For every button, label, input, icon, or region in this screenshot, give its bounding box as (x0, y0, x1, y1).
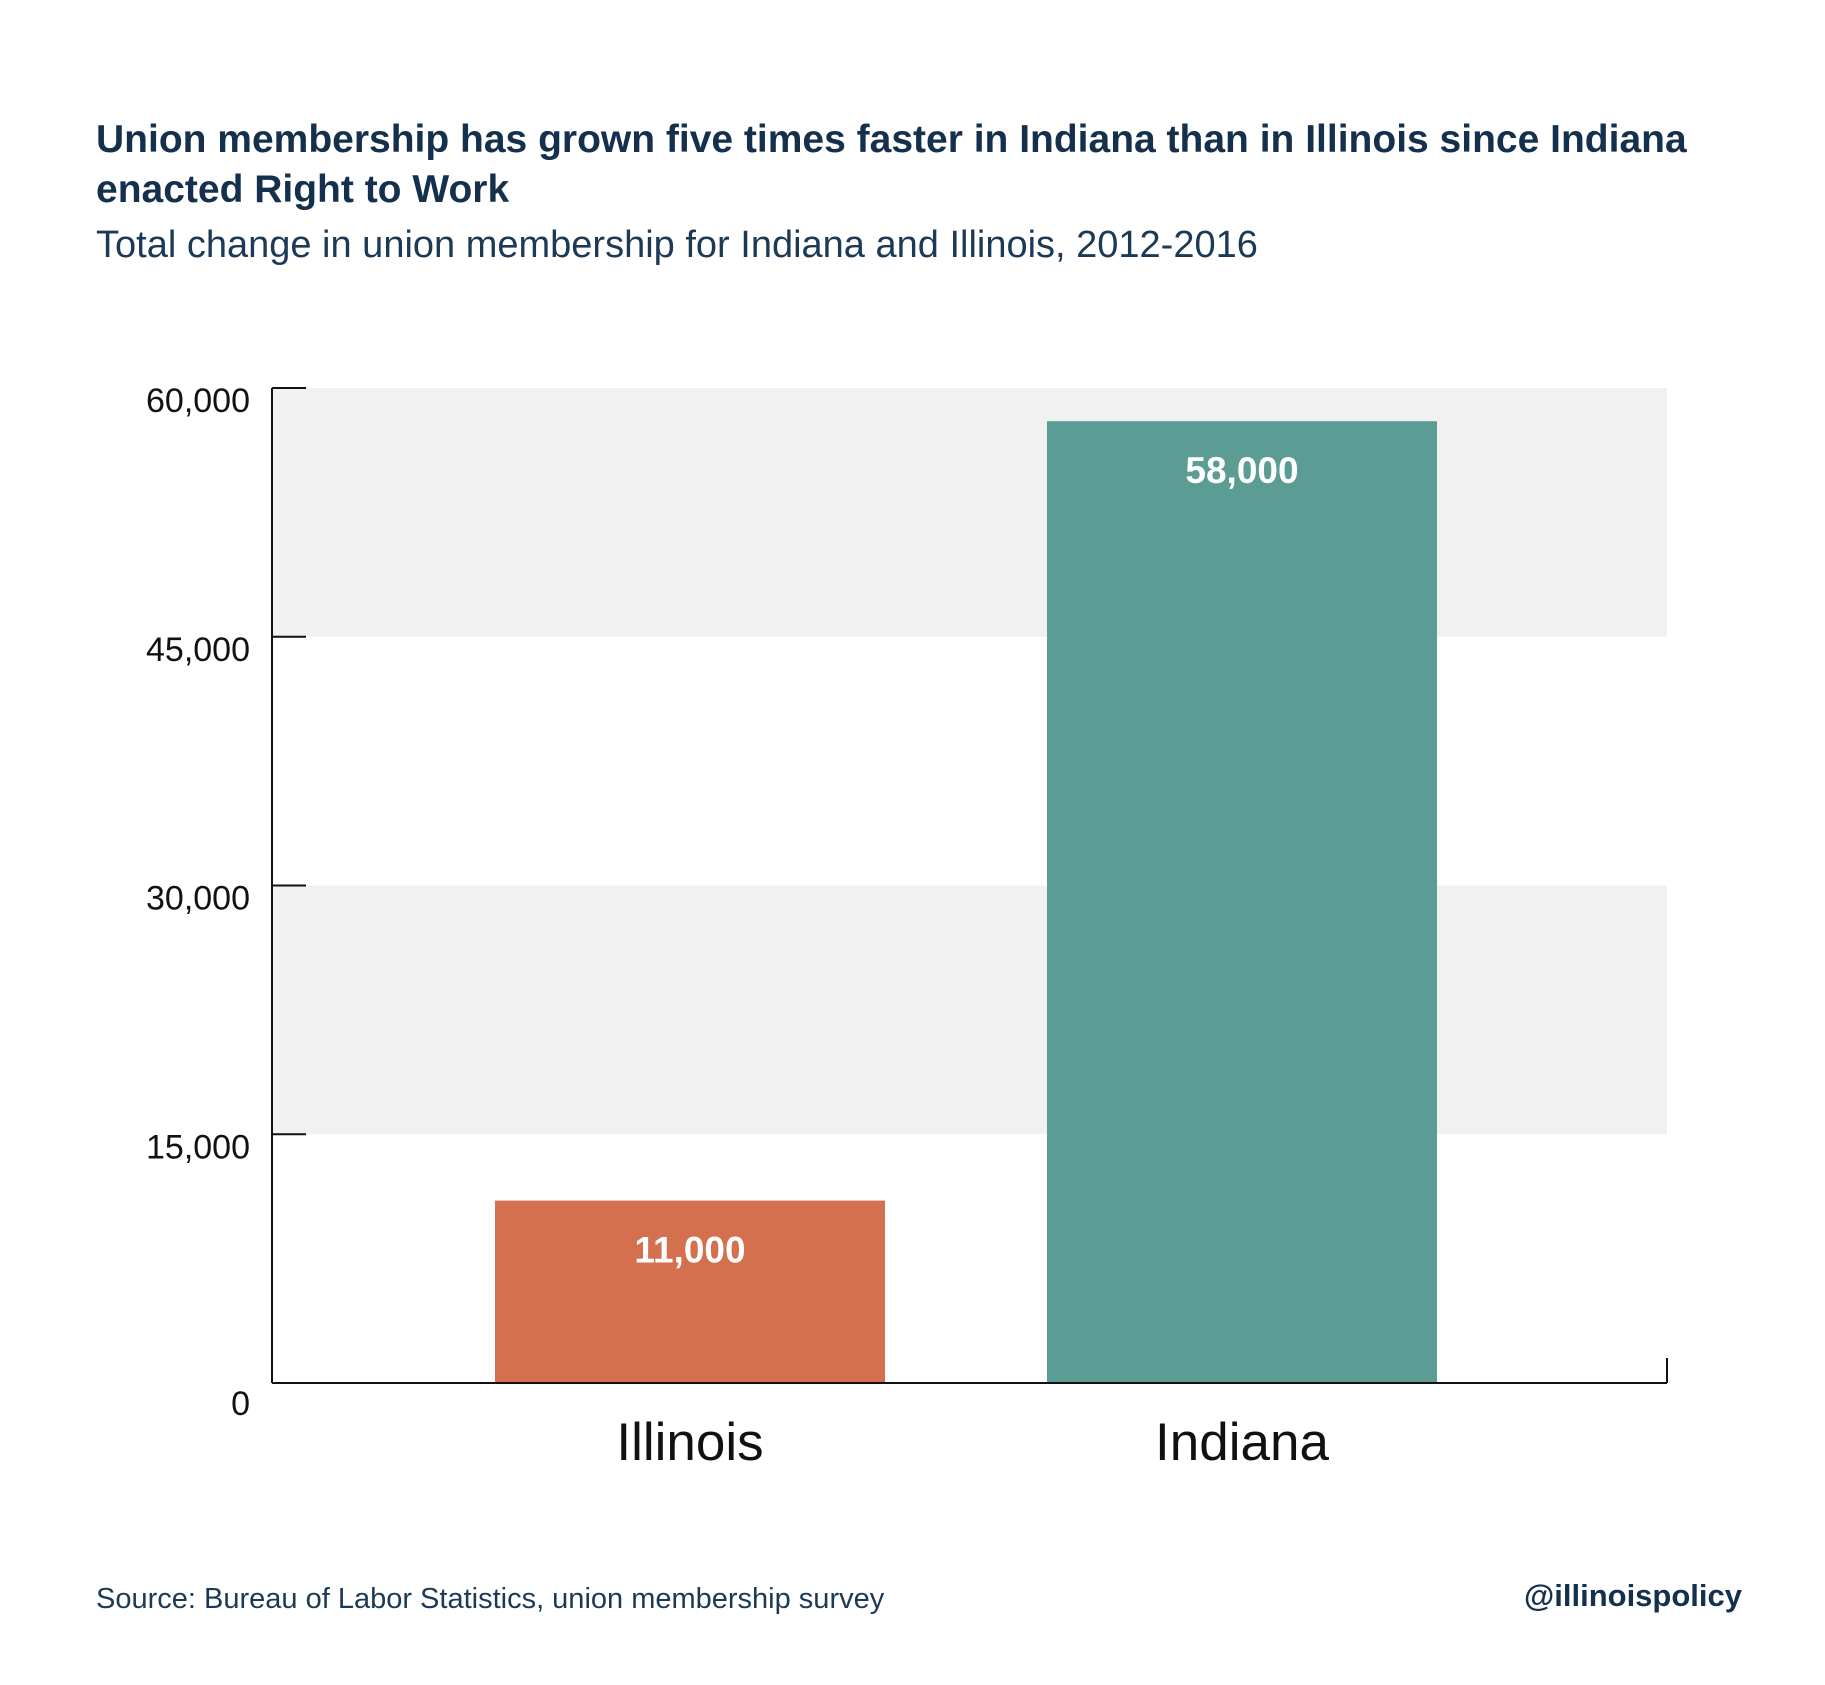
bar-indiana (1047, 421, 1437, 1384)
y-tick-label: 45,000 (146, 631, 250, 669)
data-labels: 11,000 58,000 (634, 450, 1298, 1270)
y-axis-ticks: 0 15,000 30,000 45,000 60,000 (146, 382, 306, 1423)
y-tick-label: 60,000 (146, 382, 250, 420)
chart-subtitle: Total change in union membership for Ind… (96, 224, 1258, 266)
data-label-indiana: 58,000 (1185, 450, 1298, 491)
social-handle: @illinoispolicy (1524, 1578, 1742, 1613)
bar-illinois (495, 1200, 885, 1383)
x-axis-labels: Illinois Indiana (616, 1413, 1329, 1472)
background-bands (272, 388, 1667, 1135)
y-tick-label: 15,000 (146, 1128, 250, 1166)
bars (495, 421, 1437, 1384)
x-tick-label-illinois: Illinois (616, 1413, 763, 1472)
background-band (272, 885, 1667, 1135)
y-tick-label: 30,000 (146, 880, 250, 918)
y-tick-label: 0 (231, 1385, 250, 1423)
x-tick-label-indiana: Indiana (1155, 1413, 1329, 1472)
background-band (272, 388, 1667, 637)
data-label-illinois: 11,000 (634, 1230, 745, 1271)
chart-title: Union membership has grown five times fa… (96, 118, 1687, 211)
source-note: Source: Bureau of Labor Statistics, unio… (96, 1583, 885, 1615)
